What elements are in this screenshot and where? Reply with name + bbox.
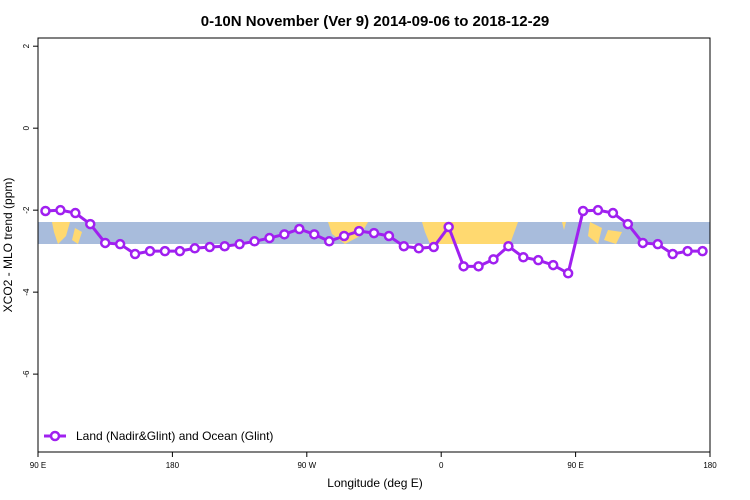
data-point — [70, 207, 81, 219]
data-point — [249, 236, 260, 247]
x-tick-label: 90 W — [297, 461, 316, 470]
data-point — [159, 245, 171, 257]
data-point — [368, 227, 380, 239]
data-point — [323, 236, 335, 247]
data-point — [99, 237, 111, 249]
data-point — [294, 223, 305, 235]
data-point — [309, 229, 320, 240]
data-point — [114, 238, 126, 250]
x-tick-label: 90 E — [30, 461, 46, 470]
x-tick-label: 0 — [439, 461, 444, 470]
data-point — [85, 218, 96, 230]
y-tick-label: 2 — [22, 43, 31, 48]
data-point — [652, 238, 663, 250]
data-point — [174, 245, 186, 257]
data-point — [413, 243, 425, 254]
data-point — [428, 241, 439, 253]
data-point — [398, 240, 410, 252]
data-point — [577, 205, 589, 217]
y-axis-label: XCO2 - MLO trend (ppm) — [1, 178, 15, 313]
y-tick-label: 0 — [22, 125, 31, 130]
data-point — [503, 240, 514, 252]
data-point — [55, 204, 66, 216]
data-point — [667, 248, 678, 260]
data-point — [697, 245, 708, 257]
x-tick-label: 180 — [166, 461, 180, 470]
data-point — [144, 245, 156, 257]
data-point — [518, 252, 529, 263]
data-point — [279, 229, 290, 240]
legend-label: Land (Nadir&Glint) and Ocean (Glint) — [76, 429, 273, 443]
legend-marker — [49, 430, 61, 442]
data-point — [473, 261, 484, 272]
plot-frame — [37, 37, 711, 453]
data-point — [637, 237, 649, 249]
data-point — [264, 232, 275, 244]
data-point — [607, 207, 619, 219]
data-point — [622, 218, 634, 230]
data-point — [443, 221, 454, 233]
x-tick-label: 90 E — [567, 461, 583, 470]
y-tick-label: -4 — [22, 288, 31, 296]
data-point — [547, 259, 559, 271]
data-point — [129, 248, 141, 260]
data-point — [204, 241, 215, 253]
x-axis-label: Longitude (deg E) — [327, 476, 422, 490]
y-tick-label: -6 — [22, 370, 31, 378]
data-point — [682, 245, 693, 257]
data-point — [234, 238, 245, 250]
data-point — [562, 268, 574, 279]
data-point — [458, 261, 469, 272]
chart-title: 0-10N November (Ver 9) 2014-09-06 to 201… — [201, 13, 550, 30]
data-point — [40, 205, 51, 217]
data-point — [219, 240, 230, 252]
data-point — [488, 254, 499, 265]
data-point — [592, 204, 604, 216]
data-point — [338, 230, 350, 242]
data-point — [353, 225, 365, 237]
data-point — [383, 230, 395, 242]
y-tick-label: -2 — [22, 206, 31, 214]
data-point — [189, 243, 201, 254]
data-point — [533, 254, 544, 266]
x-tick-label: 180 — [703, 461, 717, 470]
